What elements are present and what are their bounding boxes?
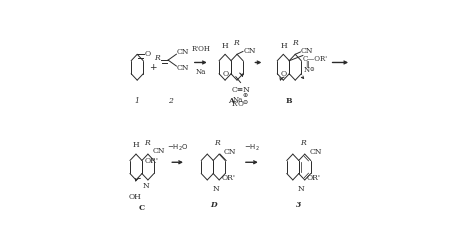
Text: ‖: ‖ (305, 61, 309, 69)
Text: ⊖: ⊖ (310, 66, 314, 71)
Text: CN: CN (153, 147, 165, 155)
Text: OH: OH (128, 193, 141, 201)
Text: N: N (212, 185, 219, 193)
Text: CN: CN (177, 65, 190, 72)
Text: N: N (304, 66, 310, 74)
Text: CN: CN (224, 148, 237, 156)
Text: CN: CN (177, 48, 190, 56)
Text: R: R (233, 39, 239, 47)
Text: Na: Na (196, 68, 206, 76)
Text: R: R (154, 54, 160, 62)
Text: OR': OR' (144, 157, 158, 165)
Text: N: N (142, 182, 149, 190)
Text: O: O (281, 70, 287, 78)
Text: H: H (222, 42, 228, 49)
Text: A: A (228, 97, 234, 105)
Text: $-$H$_2$O: $-$H$_2$O (167, 143, 188, 153)
Text: Na: Na (233, 96, 243, 103)
Text: B: B (286, 97, 292, 105)
Text: O: O (222, 70, 228, 78)
Text: R: R (144, 139, 150, 147)
Text: R'O: R'O (232, 100, 245, 108)
Text: C≡N: C≡N (231, 86, 250, 94)
Text: OR': OR' (307, 174, 321, 182)
Text: CN: CN (310, 148, 322, 156)
Text: N: N (298, 185, 304, 193)
Text: CN: CN (301, 48, 313, 55)
Text: H: H (280, 42, 287, 49)
Text: CN: CN (244, 47, 256, 55)
Text: 1: 1 (135, 97, 140, 105)
Text: +: + (149, 63, 156, 72)
Text: OR': OR' (221, 174, 236, 182)
Text: R: R (300, 139, 306, 147)
Text: ⊕: ⊕ (242, 93, 247, 98)
Text: D: D (210, 201, 217, 209)
Text: C—OR': C—OR' (303, 55, 328, 63)
Text: R: R (214, 139, 220, 147)
Text: O: O (145, 50, 151, 58)
Text: $-$H$_2$: $-$H$_2$ (244, 143, 260, 153)
Text: 2: 2 (168, 97, 173, 105)
Text: C: C (139, 204, 145, 212)
Text: R'OH: R'OH (191, 45, 210, 53)
Text: 3: 3 (296, 201, 301, 209)
Text: H: H (133, 141, 139, 149)
Text: R: R (292, 39, 297, 47)
Text: ⊖: ⊖ (243, 100, 248, 105)
